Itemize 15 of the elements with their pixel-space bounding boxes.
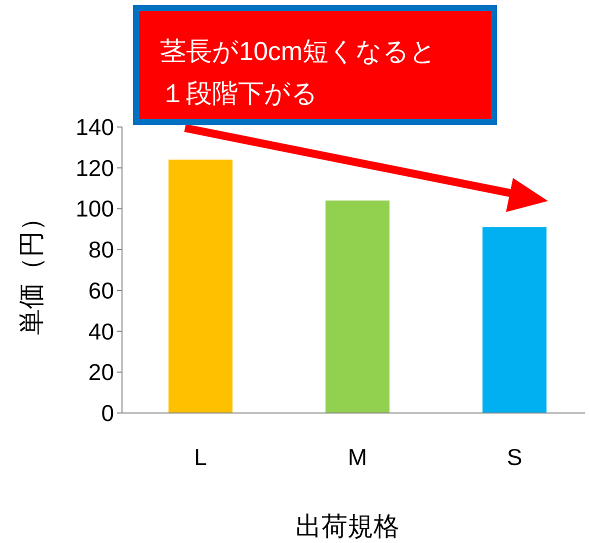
text: 茎長が10cm短くなると [160,36,437,66]
y-tick-label: 60 [88,277,114,304]
y-tick-label: 0 [101,400,114,426]
y-tick-label: 20 [88,359,114,386]
y-tick-label: 40 [88,318,114,344]
y-tick-label: 100 [76,196,114,222]
x-axis-title: 出荷規格 [296,511,400,541]
text: １段階下がる [160,78,318,108]
x-tick-label: M [348,444,368,470]
y-axis-title: 単価（円） [16,205,46,335]
x-tick-label: S [506,444,522,470]
y-tick-label: 120 [76,154,114,181]
y-tick-label: 80 [88,236,114,263]
y-tick-label: 140 [76,114,114,140]
x-tick-label: L [194,444,208,470]
